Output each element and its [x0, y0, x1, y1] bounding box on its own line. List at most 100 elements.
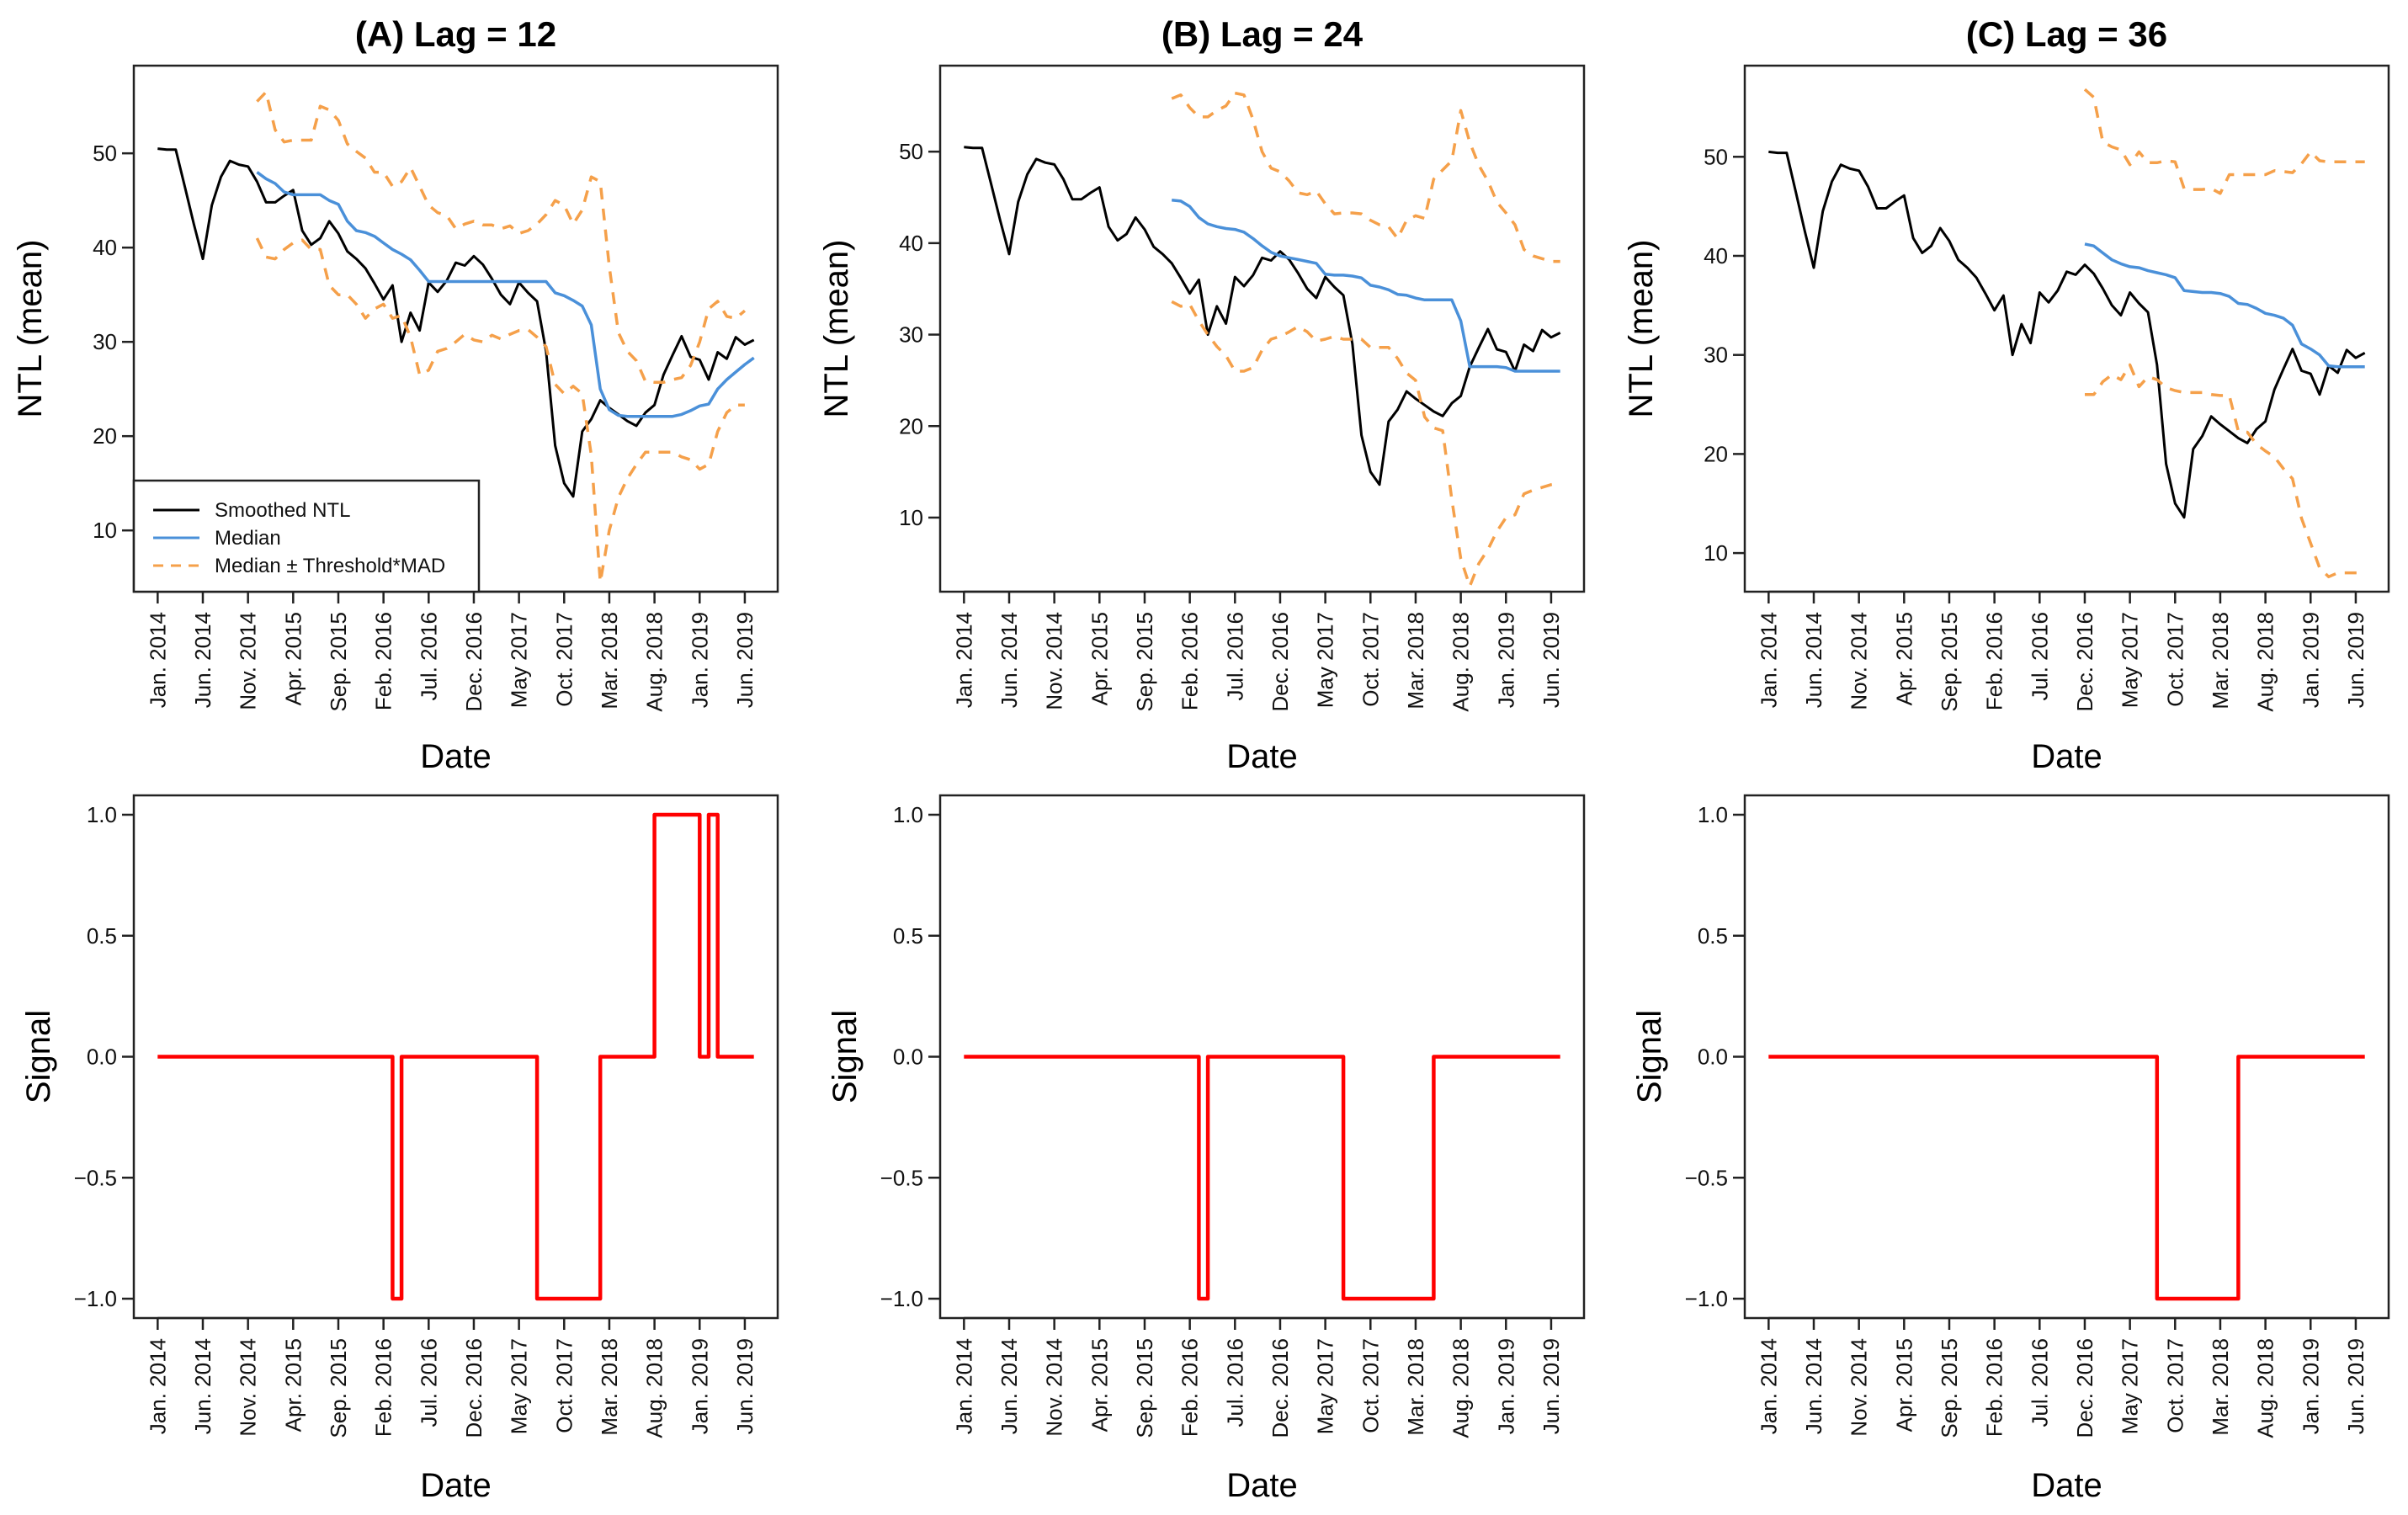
x-tick-label: Jun. 2014 [190, 1338, 215, 1434]
x-tick-label: May 2017 [507, 612, 532, 708]
x-tick-label: Jun. 2014 [1801, 1338, 1826, 1434]
x-tick-label: Jul. 2016 [416, 1338, 441, 1427]
y-tick-label: 20 [1704, 441, 1728, 466]
x-axis-label: Date [420, 1467, 492, 1504]
x-tick-label: Nov. 2014 [1042, 1338, 1067, 1437]
panel-a-signal: Jan. 2014 Jun. 2014 Nov. 2014 Apr. 2015 Sep.… [20, 794, 779, 1504]
legend-box [132, 479, 481, 593]
x-tick-label: Apr. 2015 [280, 1338, 306, 1432]
smoothed-ntl-line [1768, 150, 2366, 519]
x-tick-label: Aug. 2018 [642, 1338, 667, 1438]
x-tick-label: Oct. 2017 [551, 612, 577, 707]
y-tick-label: 0.5 [893, 923, 923, 949]
y-tick-label: 0.0 [1698, 1045, 1728, 1070]
x-tick-label: Nov. 2014 [1847, 1338, 1872, 1437]
x-tick-label: Sep. 2015 [326, 612, 351, 712]
x-tick-label: Sep. 2015 [1132, 1338, 1157, 1438]
x-tick-label: Jan. 2019 [1493, 612, 1518, 708]
y-tick-label: 0.5 [1698, 923, 1728, 949]
x-tick-label: Mar. 2018 [1403, 1338, 1428, 1436]
x-tick-label: Jan. 2019 [1493, 1338, 1518, 1434]
lower-band-line [1171, 300, 1561, 588]
x-tick-label: Feb. 2016 [371, 1338, 396, 1437]
x-axis-label: Date [1226, 1467, 1298, 1504]
x-tick-label: Jun. 2019 [2343, 612, 2368, 708]
x-axis-label: Date [1226, 738, 1298, 775]
x-tick-label: Nov. 2014 [236, 612, 261, 710]
y-tick-label: 40 [899, 231, 923, 256]
x-axis-label: Date [2031, 1467, 2102, 1504]
y-tick-label: 10 [1704, 540, 1728, 566]
x-tick-label: Jun. 2014 [997, 1338, 1022, 1434]
y-tick-label: −1.0 [1685, 1286, 1728, 1311]
x-tick-label: Feb. 2016 [1177, 1338, 1203, 1437]
y-axis-label: NTL (mean) [12, 240, 49, 418]
y-axis-label: Signal [20, 1010, 57, 1103]
median-line [256, 171, 755, 418]
x-tick-label: Jul. 2016 [1222, 612, 1247, 701]
x-tick-label: Jul. 2016 [1222, 1338, 1247, 1427]
x-tick-label: Jan. 2019 [2298, 612, 2323, 708]
x-tick-label: Jan. 2014 [145, 612, 170, 708]
legend: Smoothed NTL Median Median ± Threshold*MAD [132, 479, 481, 593]
x-axis-label: Date [2031, 738, 2102, 775]
panel-c-ntl: (C) Lag = 36 Jan. 2014 Jun. 2014 Nov. 2014 A… [1623, 14, 2390, 775]
y-tick-label: 30 [899, 322, 923, 348]
panel-a-ntl: (A) Lag = 12 Jan. 2014 Jun. 2014 Nov. 2014 A… [12, 14, 779, 775]
x-tick-label: Apr. 2015 [1087, 612, 1112, 705]
x-tick-label: Jun. 2019 [732, 1338, 757, 1434]
x-tick-label: Jan. 2014 [1756, 612, 1781, 708]
median-line [2084, 242, 2365, 369]
y-tick-label: 50 [93, 141, 117, 166]
x-tick-label: May 2017 [1313, 612, 1338, 708]
y-axis-label: Signal [827, 1010, 864, 1103]
upper-band-line [1171, 91, 1560, 263]
x-tick-label: Feb. 2016 [1982, 1338, 2007, 1437]
y-tick-label: −0.5 [74, 1165, 117, 1190]
y-tick-label: 1.0 [893, 802, 923, 827]
x-tick-label: Apr. 2015 [1087, 1338, 1112, 1432]
x-tick-label: Oct. 2017 [1358, 612, 1383, 707]
x-tick-label: Aug. 2018 [2253, 612, 2278, 712]
x-tick-label: Dec. 2016 [2072, 612, 2097, 712]
x-tick-label: Aug. 2018 [1449, 612, 1474, 712]
x-tick-label: Jul. 2016 [2027, 612, 2052, 701]
y-tick-label: 10 [899, 505, 923, 530]
x-tick-label: Sep. 2015 [326, 1338, 351, 1438]
x-tick-label: Oct. 2017 [2162, 612, 2187, 707]
y-tick-label: 1.0 [1698, 802, 1728, 827]
x-tick-label: Aug. 2018 [642, 612, 667, 712]
x-tick-label: Nov. 2014 [1042, 612, 1067, 710]
y-tick-label: −0.5 [880, 1165, 923, 1190]
y-tick-label: −1.0 [880, 1286, 923, 1311]
y-tick-label: −0.5 [1685, 1165, 1728, 1190]
x-tick-label: Jun. 2019 [732, 612, 757, 708]
legend-label: Median [215, 527, 281, 550]
x-tick-label: Jul. 2016 [416, 612, 441, 701]
panel-b-signal: Jan. 2014 Jun. 2014 Nov. 2014 Apr. 2015 Sep.… [827, 794, 1586, 1504]
y-tick-label: 30 [93, 329, 117, 354]
x-tick-label: Jun. 2014 [1801, 612, 1826, 708]
y-tick-label: 30 [1704, 343, 1728, 368]
x-axis-label: Date [420, 738, 492, 775]
y-tick-label: 0.0 [87, 1045, 117, 1070]
x-tick-label: Mar. 2018 [597, 1338, 622, 1436]
y-tick-label: 0.0 [893, 1045, 923, 1070]
x-tick-label: Oct. 2017 [551, 1338, 577, 1433]
y-tick-label: 50 [1704, 144, 1728, 169]
x-tick-label: Jun. 2019 [1539, 612, 1564, 708]
upper-band-line [256, 90, 747, 385]
x-tick-label: May 2017 [2118, 1338, 2143, 1434]
smoothed-ntl-line [964, 146, 1561, 486]
x-tick-label: Oct. 2017 [1358, 1338, 1383, 1433]
x-tick-label: Apr. 2015 [1891, 1338, 1916, 1432]
legend-label: Median ± Threshold*MAD [215, 555, 445, 577]
x-tick-label: Aug. 2018 [1449, 1338, 1474, 1438]
x-tick-label: Nov. 2014 [236, 1338, 261, 1437]
x-tick-label: Oct. 2017 [2162, 1338, 2187, 1433]
x-tick-label: Dec. 2016 [461, 612, 486, 712]
y-tick-label: 0.5 [87, 923, 117, 949]
y-axis-label: NTL (mean) [818, 240, 855, 418]
x-tick-label: Apr. 2015 [280, 612, 306, 705]
chart-title: (B) Lag = 24 [1161, 14, 1363, 54]
